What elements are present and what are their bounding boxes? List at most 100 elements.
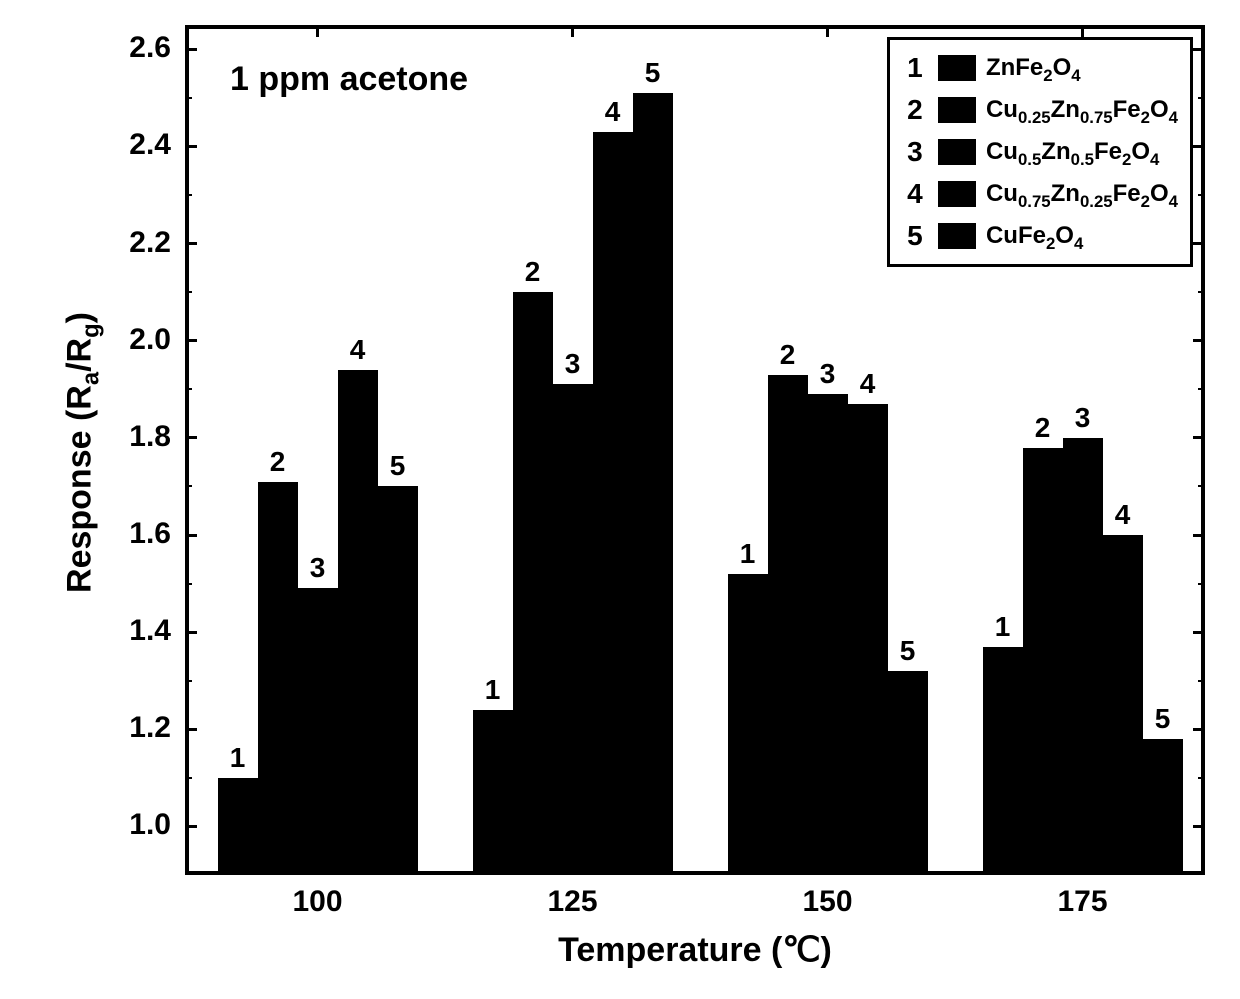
bar-number-label: 1 (983, 611, 1023, 643)
bar-number-label: 5 (378, 450, 418, 482)
legend-swatch (938, 97, 976, 123)
y-tick (185, 339, 197, 342)
y-minor-tick (185, 388, 192, 390)
bar-number-label: 2 (1023, 412, 1063, 444)
bar-number-label: 3 (298, 552, 338, 584)
bar-number-label: 4 (338, 334, 378, 366)
y-axis-label: Response (Ra/Rg) (61, 303, 100, 603)
y-minor-tick (1198, 388, 1205, 390)
legend-index: 5 (902, 220, 928, 252)
y-tick-label: 2.0 (129, 323, 171, 357)
legend-index: 3 (902, 136, 928, 168)
bar-number-label: 2 (768, 339, 808, 371)
y-tick-label: 2.6 (129, 31, 171, 65)
y-tick-label: 1.0 (129, 808, 171, 842)
y-minor-tick (1198, 485, 1205, 487)
y-minor-tick (185, 97, 192, 99)
legend-box: 1 ZnFe2O4 2 Cu0.25Zn0.75Fe2O4 3 Cu0.5Zn0.5Fe2… (887, 37, 1193, 267)
legend-index: 1 (902, 52, 928, 84)
x-tick (826, 863, 829, 875)
x-axis-label: Temperature (℃) (495, 930, 895, 970)
bar (633, 93, 673, 875)
x-tick (316, 25, 319, 37)
legend-label: CuFe2O4 (986, 222, 1083, 250)
y-tick (1193, 48, 1205, 51)
y-tick (1193, 728, 1205, 731)
x-tick-label: 175 (1043, 885, 1123, 919)
y-tick-label: 1.2 (129, 711, 171, 745)
bar-number-label: 3 (808, 358, 848, 390)
y-tick (185, 728, 197, 731)
legend-label: Cu0.25Zn0.75Fe2O4 (986, 96, 1178, 124)
legend-swatch (938, 55, 976, 81)
legend-swatch (938, 181, 976, 207)
legend-swatch (938, 223, 976, 249)
y-minor-tick (185, 194, 192, 196)
legend-label: ZnFe2O4 (986, 54, 1081, 82)
legend-item: 4 Cu0.75Zn0.25Fe2O4 (902, 174, 1178, 214)
y-tick (185, 48, 197, 51)
y-minor-tick (185, 291, 192, 293)
x-tick-label: 150 (788, 885, 868, 919)
y-tick (1193, 242, 1205, 245)
bar (218, 778, 258, 875)
legend-item: 2 Cu0.25Zn0.75Fe2O4 (902, 90, 1178, 130)
bar (378, 486, 418, 875)
x-tick (1081, 863, 1084, 875)
bar (983, 647, 1023, 875)
bar-number-label: 3 (1063, 402, 1103, 434)
bar (768, 375, 808, 875)
y-tick-label: 2.4 (129, 128, 171, 162)
y-tick (185, 436, 197, 439)
y-tick (185, 825, 197, 828)
bar (848, 404, 888, 875)
bar-number-label: 5 (1143, 703, 1183, 735)
bar (888, 671, 928, 875)
bar (1103, 535, 1143, 875)
bar-number-label: 2 (258, 446, 298, 478)
y-tick (1193, 436, 1205, 439)
y-tick (185, 534, 197, 537)
legend-index: 4 (902, 178, 928, 210)
y-tick (1193, 631, 1205, 634)
bar-number-label: 4 (1103, 499, 1143, 531)
y-tick (1193, 825, 1205, 828)
bar (1023, 448, 1063, 875)
bar-number-label: 4 (593, 96, 633, 128)
y-minor-tick (185, 583, 192, 585)
y-tick (185, 145, 197, 148)
bar-number-label: 2 (513, 256, 553, 288)
y-tick-label: 2.2 (129, 226, 171, 260)
bar-number-label: 1 (473, 674, 513, 706)
y-tick (1193, 145, 1205, 148)
y-minor-tick (1198, 777, 1205, 779)
bar (338, 370, 378, 875)
y-tick-label: 1.4 (129, 614, 171, 648)
legend-label: Cu0.5Zn0.5Fe2O4 (986, 138, 1159, 166)
y-tick (1193, 339, 1205, 342)
bar (728, 574, 768, 875)
bar (1063, 438, 1103, 875)
x-tick (571, 25, 574, 37)
legend-swatch (938, 139, 976, 165)
bar (298, 588, 338, 875)
bar-number-label: 5 (633, 57, 673, 89)
y-tick-label: 1.8 (129, 420, 171, 454)
bar (258, 482, 298, 875)
y-minor-tick (185, 680, 192, 682)
y-tick (185, 242, 197, 245)
x-tick (1081, 25, 1084, 37)
chart-title: 1 ppm acetone (230, 60, 468, 99)
legend-item: 3 Cu0.5Zn0.5Fe2O4 (902, 132, 1178, 172)
legend-index: 2 (902, 94, 928, 126)
legend-label: Cu0.75Zn0.25Fe2O4 (986, 180, 1178, 208)
chart-container: Response (Ra/Rg) Temperature (℃) 1 ppm a… (35, 20, 1215, 980)
y-minor-tick (185, 485, 192, 487)
y-tick (1193, 534, 1205, 537)
bar (553, 384, 593, 875)
legend-item: 1 ZnFe2O4 (902, 48, 1178, 88)
y-minor-tick (1198, 97, 1205, 99)
y-minor-tick (1198, 680, 1205, 682)
x-tick (571, 863, 574, 875)
y-tick (185, 631, 197, 634)
